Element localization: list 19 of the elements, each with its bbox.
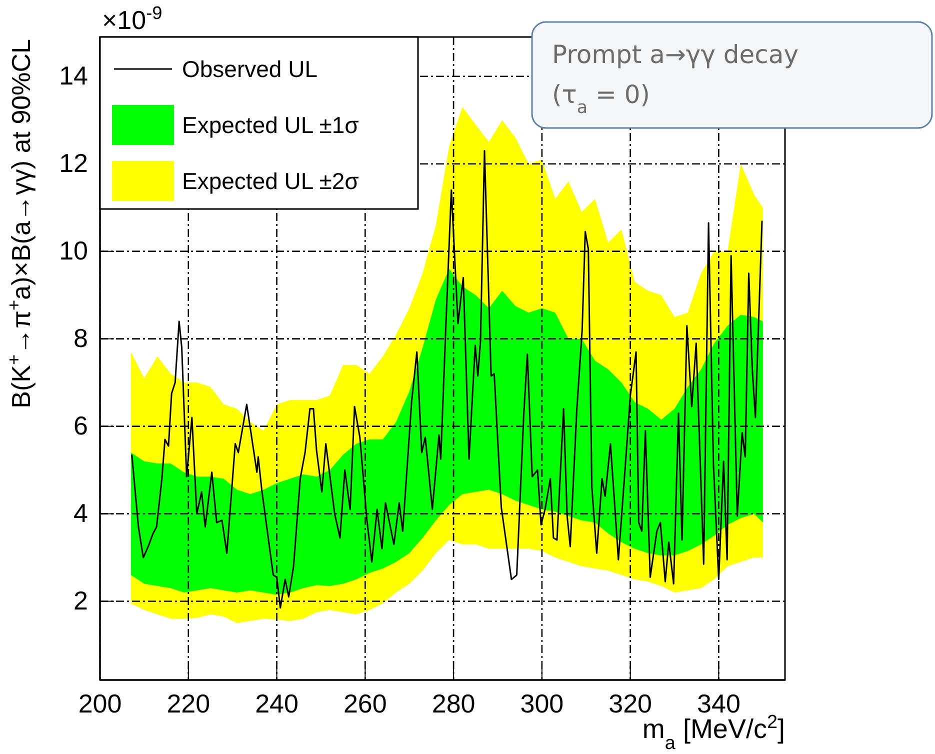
y-tick-label: 12 <box>59 148 88 178</box>
y-tick-label: 6 <box>74 410 88 441</box>
x-tick-label: 240 <box>255 688 298 718</box>
y-tick-label: 2 <box>74 586 88 616</box>
y-tick-label: 10 <box>59 236 88 266</box>
text: ×10$^{-9}$ <box>102 3 162 35</box>
x-tick-label: 260 <box>343 688 387 718</box>
annotation: (τ$_{a}$ = 0) <box>552 80 650 118</box>
x-tick-label: 300 <box>520 688 564 718</box>
legend-label: Observed UL <box>182 56 318 82</box>
y-tick-label: 14 <box>59 60 88 91</box>
legend-label: Expected UL ±2σ <box>182 168 359 194</box>
y-tick-label: 8 <box>74 323 88 354</box>
x-tick-label: 280 <box>432 688 476 718</box>
legend-label: Expected UL ±1σ <box>182 112 359 138</box>
x-tick-label: 200 <box>78 688 122 718</box>
x-tick-label: 220 <box>166 688 210 718</box>
annotation: Prompt a→γγ decay <box>552 40 799 69</box>
y-tick-label: 4 <box>74 498 88 528</box>
